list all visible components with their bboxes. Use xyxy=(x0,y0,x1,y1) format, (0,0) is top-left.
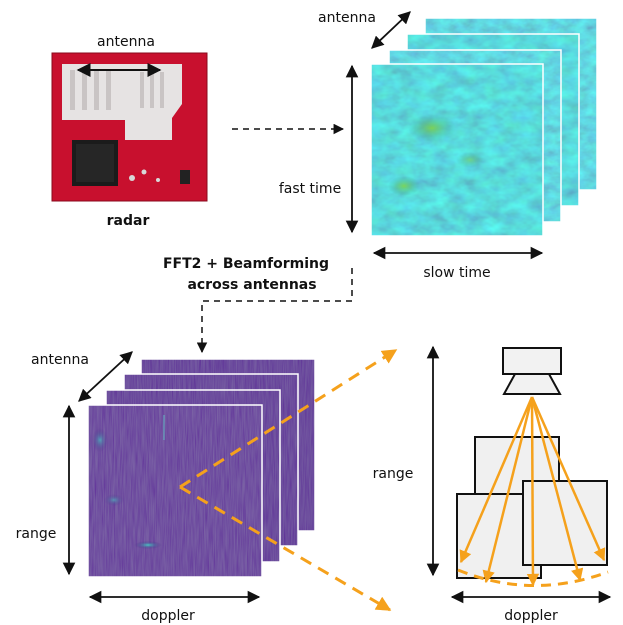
projection-line-upper xyxy=(179,348,398,489)
radar-label: radar xyxy=(107,213,150,229)
scene-diagram xyxy=(456,347,609,587)
scene-range-label: range xyxy=(373,466,414,482)
projection-line-lower xyxy=(179,485,392,612)
rd-doppler-label: doppler xyxy=(141,608,195,624)
range-arc xyxy=(457,568,609,587)
processing-label-line2: across antennas xyxy=(187,277,316,293)
raw-antenna-label: antenna xyxy=(318,10,376,26)
rd-antenna-axis xyxy=(78,351,133,402)
scene-doppler-label: doppler xyxy=(504,608,558,624)
radar-sensor-icon xyxy=(502,347,562,395)
raw-data-stack xyxy=(370,17,598,237)
rd-antenna-label: antenna xyxy=(31,352,89,368)
rd-frame-front xyxy=(87,404,263,578)
raw-antenna-axis xyxy=(371,11,411,49)
radar-beams xyxy=(459,396,606,587)
processing-label-line1: FFT2 + Beamforming xyxy=(163,256,329,272)
raw-to-rd-arrow xyxy=(196,268,353,354)
slow-time-label: slow time xyxy=(423,265,490,281)
raw-frame-front xyxy=(370,63,544,237)
radar-antenna-label: antenna xyxy=(97,34,155,50)
rd-range-label: range xyxy=(16,526,57,542)
fast-time-label: fast time xyxy=(279,181,341,197)
radar-board-photo xyxy=(51,52,208,202)
range-doppler-stack xyxy=(87,358,316,578)
